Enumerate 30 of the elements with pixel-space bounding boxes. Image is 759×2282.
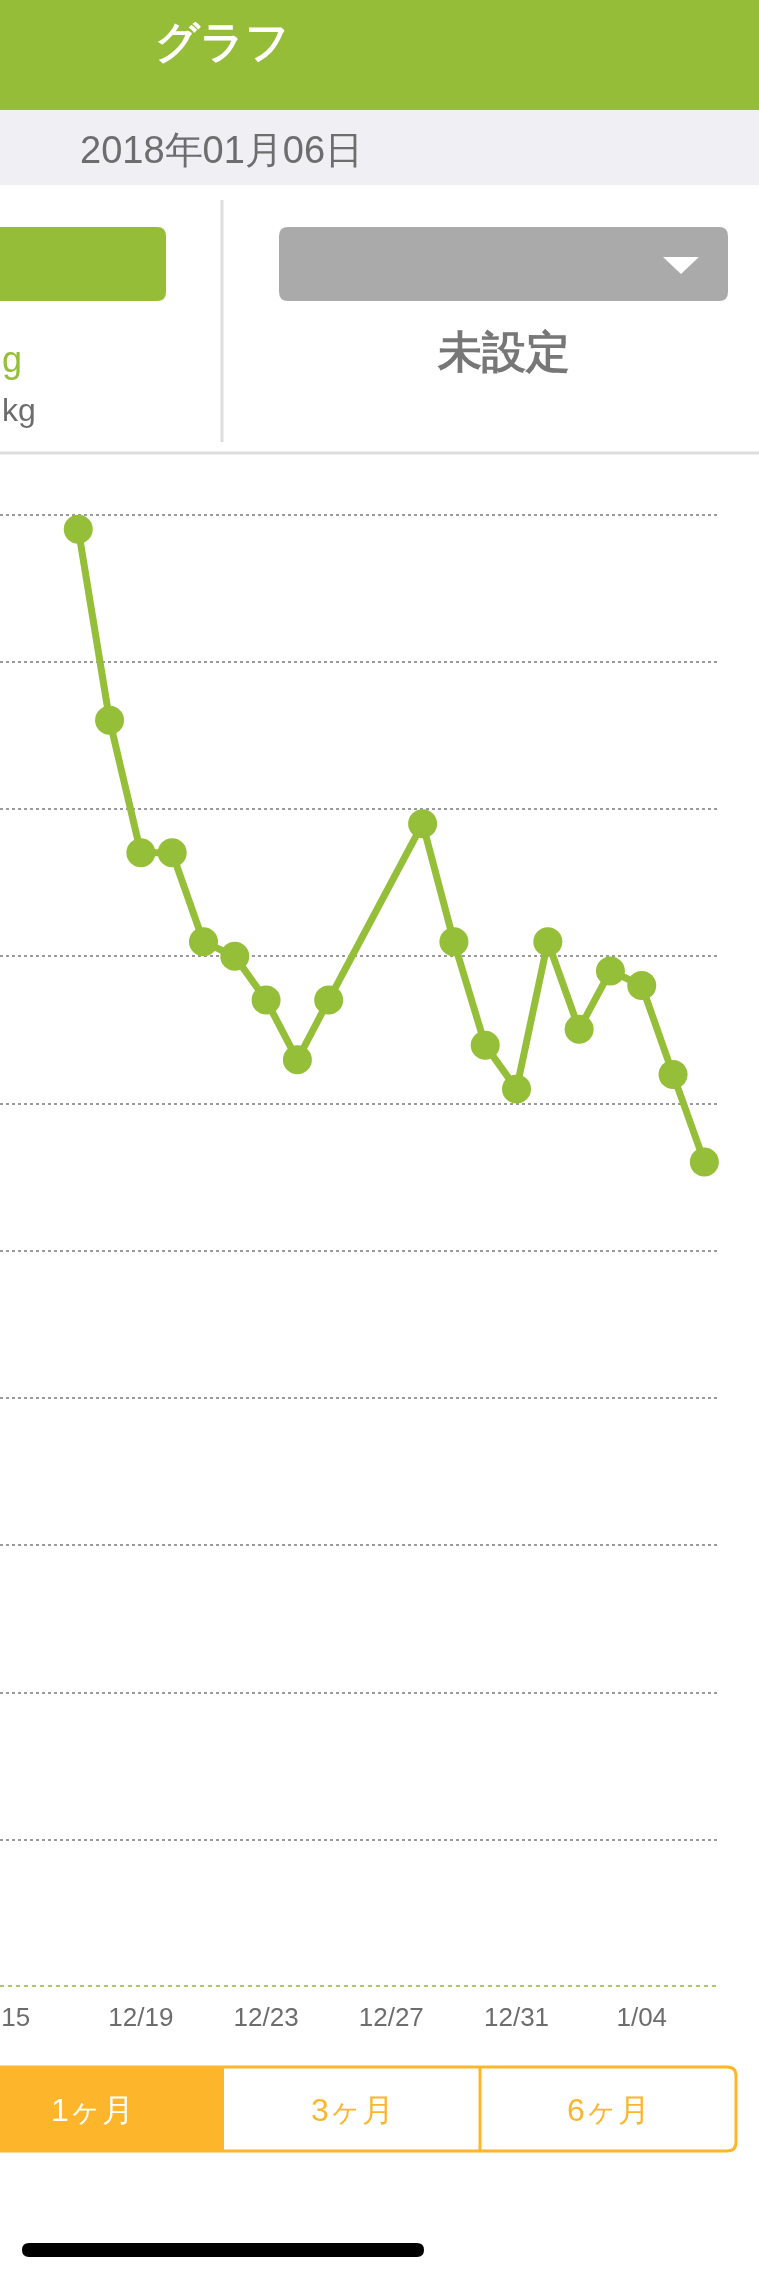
chart-title: グラフ: [154, 17, 290, 67]
x-tick-label: 12/27: [358, 2002, 424, 2032]
x-tick-label: 12/23: [233, 2002, 299, 2032]
point: [689, 1147, 719, 1177]
point: [408, 809, 438, 839]
point: [188, 927, 218, 957]
x-tick-label: 12/19: [108, 2002, 174, 2032]
x-tick-label: 12/31: [483, 2002, 550, 2032]
chart-subtitle: 2018年01月06日: [80, 129, 364, 171]
point: [282, 1045, 312, 1075]
x-tick-label: 1/04: [616, 2002, 668, 2032]
point: [502, 1074, 532, 1104]
point: [658, 1059, 688, 1089]
x-tick-label: 15: [1, 2002, 31, 2032]
point: [95, 705, 125, 735]
point: [157, 838, 187, 868]
point: [126, 838, 156, 868]
point: [220, 941, 250, 971]
text: 未設定: [437, 327, 570, 376]
point: [470, 1030, 500, 1060]
point: [251, 985, 281, 1015]
point: [595, 956, 625, 986]
text: g: [2, 339, 23, 380]
point: [564, 1014, 594, 1044]
point: [314, 985, 344, 1015]
point: [63, 514, 93, 544]
point: [627, 970, 657, 1000]
point: [533, 927, 563, 957]
text: kg: [2, 392, 36, 428]
point: [439, 927, 469, 957]
